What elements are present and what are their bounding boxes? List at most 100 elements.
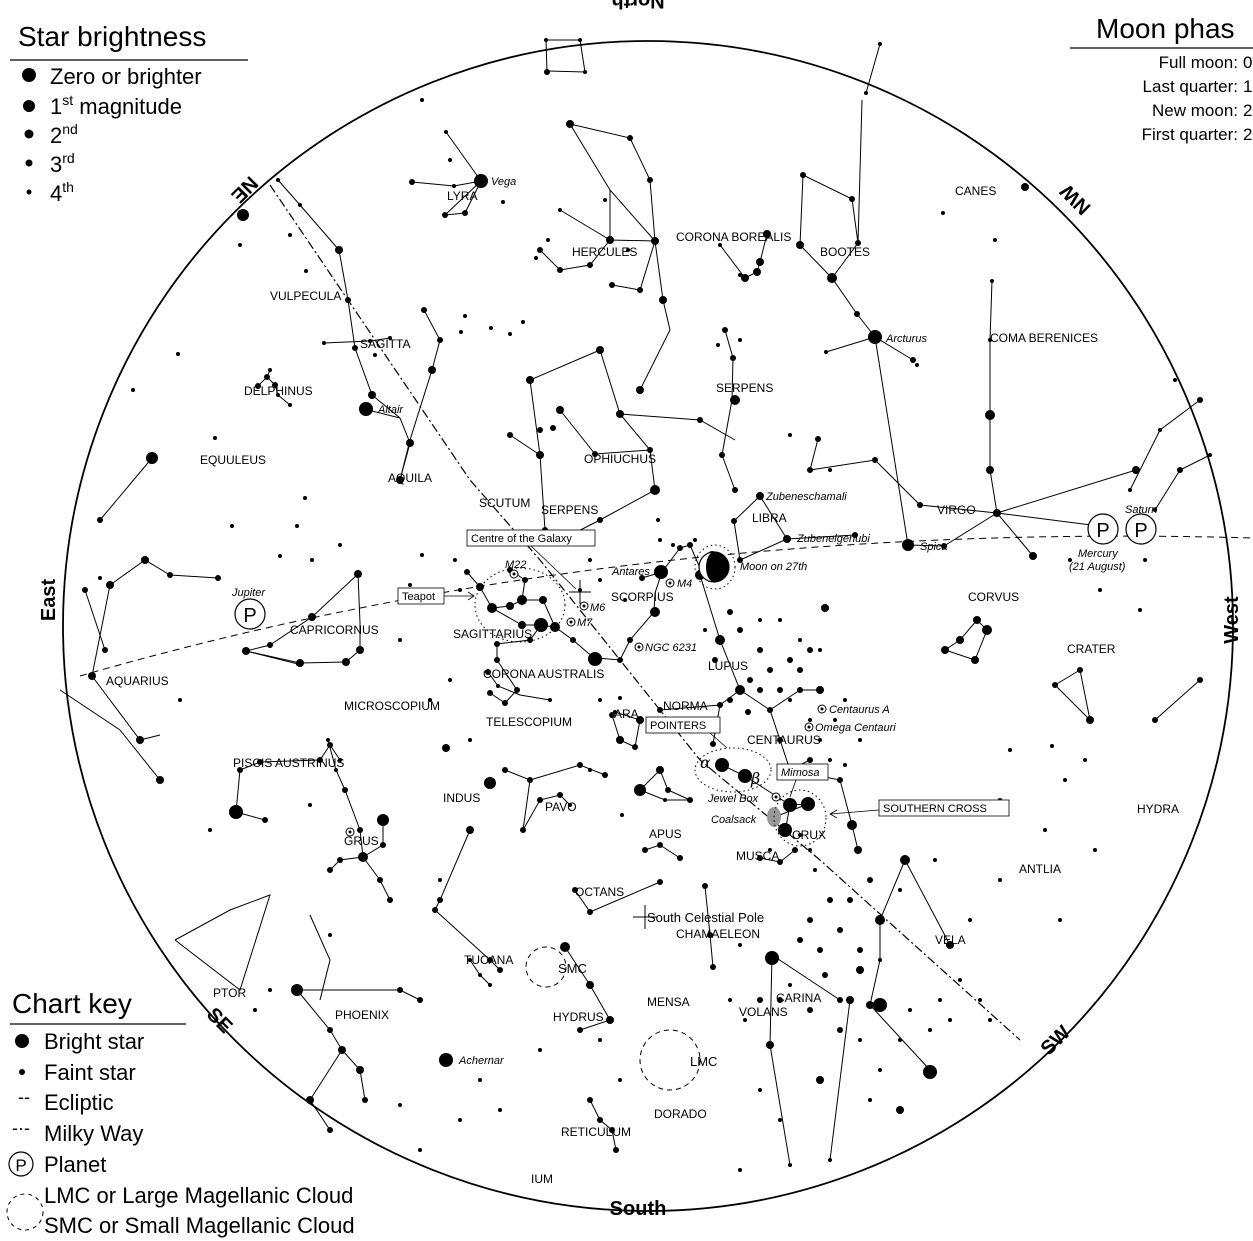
svg-text:P: P [1134, 520, 1147, 542]
label-hercules: HERCULES [572, 245, 637, 259]
label-musca: MUSCA [736, 849, 779, 863]
label-coalsack: Coalsack [711, 814, 757, 826]
star-vega [474, 174, 488, 188]
phase-full-label: Full moon: [1159, 53, 1238, 72]
label-scutum: SCUTUM [479, 496, 530, 510]
label-mercury-date: (21 August) [1069, 561, 1126, 573]
label-west: West [1221, 596, 1243, 644]
star-mimosa [783, 798, 797, 812]
label-mensa: MENSA [647, 995, 690, 1009]
svg-text:P: P [15, 1156, 26, 1175]
label-pointers: POINTERS [650, 720, 706, 732]
key-lmc: LMC or Large Magellanic Cloud [44, 1183, 353, 1208]
label-mercury: Mercury [1078, 548, 1119, 560]
label-pavo: PAVO [545, 800, 577, 814]
label-piscis-austrinus: PISCIS AUSTRINUS [233, 756, 344, 770]
legend-mag-4: 4th [50, 179, 74, 206]
label-delphinus: DELPHINUS [244, 384, 313, 398]
moon-phases-title: Moon phas [1096, 13, 1235, 44]
star-antares [654, 565, 668, 579]
label-lyra: LYRA [447, 189, 477, 203]
label-partial-bottom: IUM [531, 1172, 553, 1186]
lmc-cloud [639, 1029, 701, 1091]
star-alpha-centauri [715, 758, 729, 772]
label-hydrus: HYDRUS [553, 1010, 604, 1024]
label-apus: APUS [649, 827, 682, 841]
key-faint-star-icon [19, 1069, 25, 1075]
label-crux: CRUX [792, 828, 826, 842]
label-ara: ARA [614, 707, 639, 721]
star-beta-centauri [738, 769, 752, 783]
southern-cross-outline [773, 789, 827, 847]
label-smc: SMC [558, 961, 587, 976]
chart-key-title: Chart key [12, 988, 132, 1019]
key-ecliptic-icon: -- [18, 1087, 30, 1107]
label-canes: CANES [955, 184, 996, 198]
moon-phases-legend: Moon phas Full moon: 0 Last quarter: 1 N… [1070, 13, 1253, 144]
boxed-labels: Centre of the Galaxy Teapot POINTERS SOU… [397, 529, 1010, 819]
key-bright-star: Bright star [44, 1029, 144, 1054]
label-libra: LIBRA [752, 511, 787, 525]
teapot-outline [474, 567, 566, 643]
label-zubeneschamali: Zubeneschamali [765, 491, 847, 503]
saturn-planet-icon: P [1125, 513, 1157, 545]
label-scorpius: SCORPIUS [611, 590, 674, 604]
label-serpens-caput: SERPENS [716, 381, 773, 395]
label-ngc6231: NGC 6231 [645, 642, 697, 654]
label-antlia: ANTLIA [1019, 862, 1061, 876]
pointers-outline [694, 747, 772, 793]
label-equuleus: EQUULEUS [200, 453, 266, 467]
key-bright-star-icon [15, 1034, 29, 1048]
key-milky-way: Milky Way [44, 1121, 143, 1146]
label-moon: Moon on 27th [740, 561, 807, 573]
label-arcturus: Arcturus [885, 333, 927, 345]
label-dorado: DORADO [654, 1107, 707, 1121]
legend-mag-1: 1st magnitude [50, 92, 182, 119]
label-bootes: BOOTES [820, 245, 870, 259]
label-vega: Vega [491, 176, 516, 188]
label-chamaeleon: CHAMAELEON [676, 927, 760, 941]
label-telescopium: TELESCOPIUM [486, 715, 572, 729]
label-m6: M6 [590, 602, 606, 614]
label-alpha: α [700, 753, 711, 772]
label-sw: SW [1037, 1022, 1075, 1060]
label-corona-australis: CORONA AUSTRALIS [483, 667, 604, 681]
horizon-circle [62, 40, 1234, 1212]
mercury-planet-icon: P [1087, 513, 1119, 545]
label-virgo: VIRGO [937, 503, 976, 517]
label-teapot: Teapot [402, 591, 435, 603]
label-vulpecula: VULPECULA [270, 289, 341, 303]
label-m22: M22 [505, 559, 526, 571]
label-jewel-box: Jewel Box [707, 793, 759, 805]
star-acrux [778, 823, 792, 837]
label-lupus: LUPUS [708, 659, 748, 673]
label-zubenelgenubi: Zubenelgenubi [796, 533, 870, 545]
label-antares: Antares [611, 566, 650, 578]
label-omega-centauri: Omega Centauri [815, 722, 896, 734]
label-spica: Spica [920, 541, 948, 553]
key-milky-way-icon: -·- [12, 1118, 30, 1138]
star-labels: Vega Arcturus Altair Zubeneschamali Zube… [377, 176, 948, 1067]
key-smc: SMC or Small Magellanic Cloud [44, 1213, 355, 1238]
chart-key-legend: Chart key Bright star Faint star -- Ecli… [6, 988, 355, 1238]
label-volans: VOLANS [739, 1005, 788, 1019]
southern-cross-box [878, 799, 1010, 817]
label-centaurus: CENTAURUS [747, 733, 821, 747]
label-indus: INDUS [443, 791, 480, 805]
stars [88, 120, 1203, 1114]
object-labels: M22 M4 M6 M7 NGC 6231 Centaurus A Omega … [505, 559, 896, 826]
label-se: SE [202, 1004, 236, 1038]
label-achernar: Achernar [458, 1055, 505, 1067]
label-corona-borealis: CORONA BOREALIS [676, 230, 791, 244]
label-altair: Altair [377, 404, 404, 416]
label-saturn: Saturn [1125, 504, 1157, 516]
moon-icon [698, 551, 730, 583]
key-planet-icon [8, 1151, 34, 1177]
legend-mag-3: 3rd [50, 150, 75, 177]
planets: P P P [234, 513, 1157, 630]
phase-last-label: Last quarter: [1143, 77, 1238, 96]
key-ecliptic: Ecliptic [44, 1090, 114, 1115]
constellation-labels: LYRA HERCULES CORONA BOREALIS BOOTES CAN… [106, 184, 1179, 1186]
jupiter-planet-icon: P [234, 598, 266, 630]
